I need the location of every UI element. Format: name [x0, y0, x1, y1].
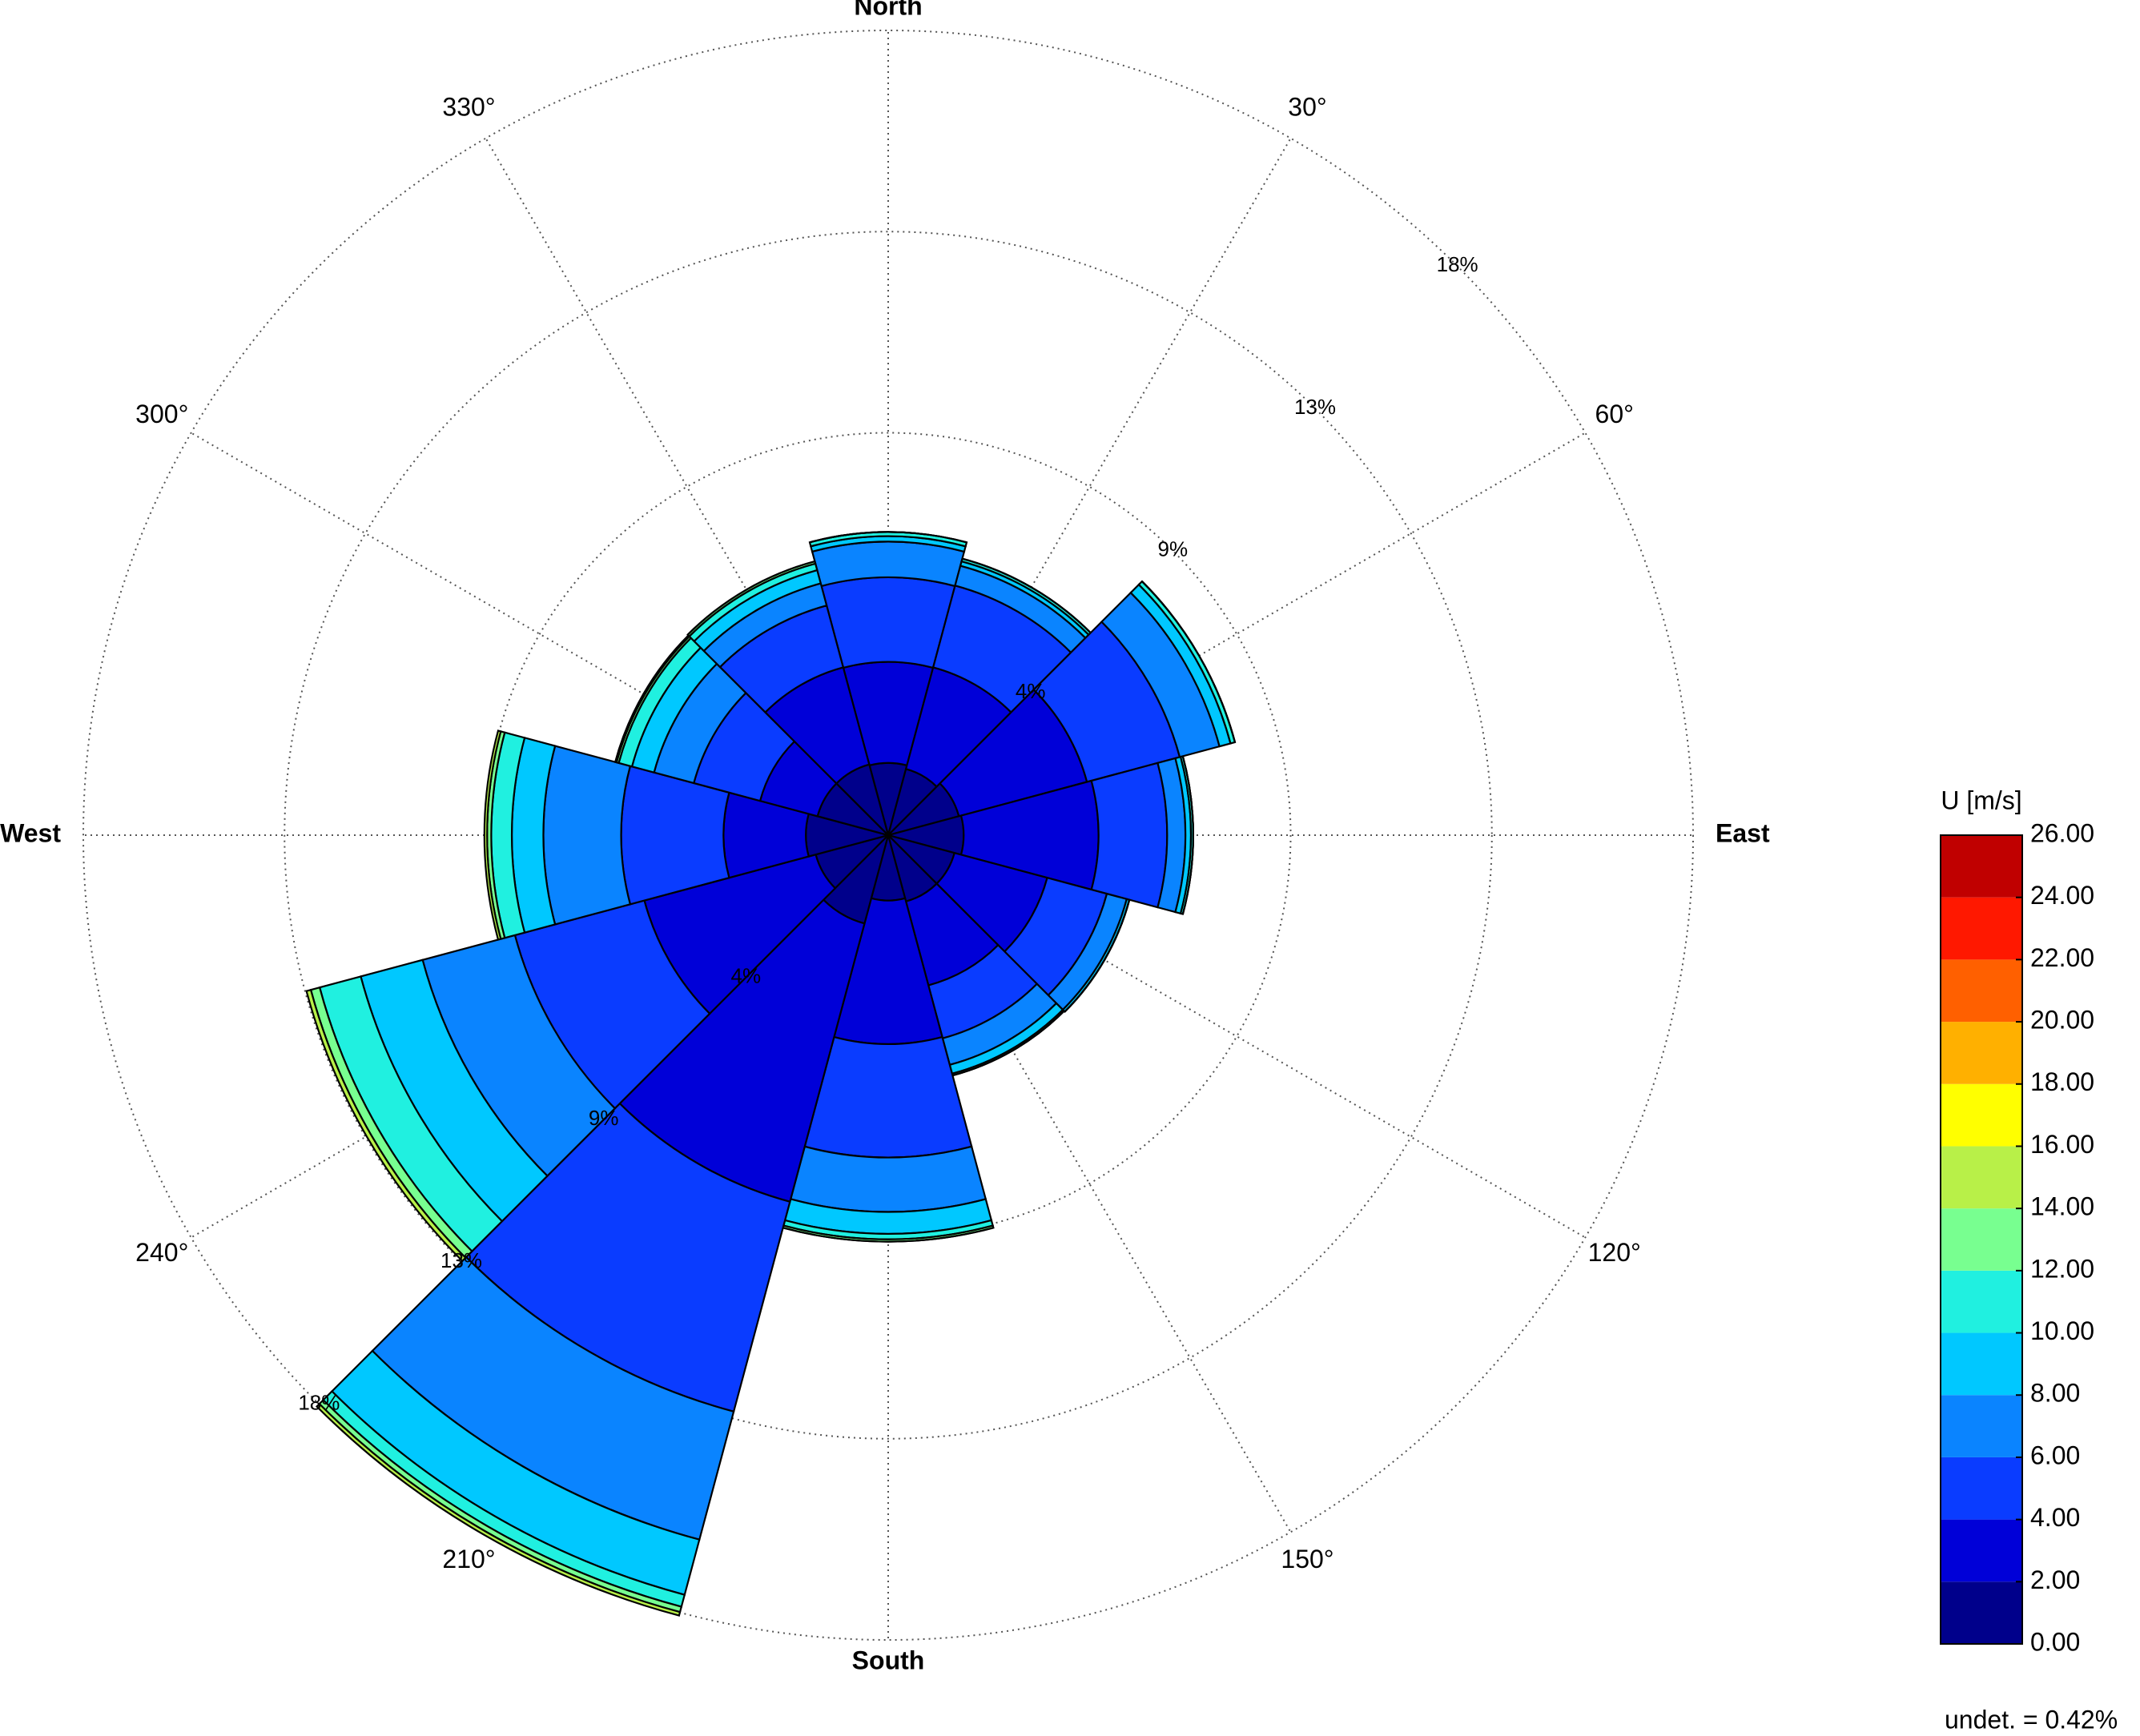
- wedges: [305, 531, 1237, 1617]
- colorbar-bin: [1941, 835, 2022, 898]
- radial-tick-label: 13%: [440, 1248, 482, 1272]
- colorbar-bin: [1941, 1457, 2022, 1520]
- radial-tick-label: 9%: [589, 1106, 619, 1130]
- wedge-segment: [483, 729, 502, 941]
- radial-tick-label: 4%: [1016, 679, 1046, 703]
- radial-tick-label: 18%: [298, 1391, 340, 1415]
- colorbar-bin: [1941, 897, 2022, 960]
- colorbar-bin: [1941, 1519, 2022, 1582]
- colorbar-tick-label: 14.00: [2030, 1192, 2094, 1221]
- colorbar-bin: [1941, 1022, 2022, 1084]
- colorbar-bin: [1941, 1146, 2022, 1209]
- radial-tick-label: 9%: [1158, 537, 1189, 561]
- colorbar-tick-label: 26.00: [2030, 818, 2094, 847]
- grid-ring: [82, 30, 1694, 1641]
- colorbar-bin: [1941, 1208, 2022, 1271]
- colorbar-tick-label: 4.00: [2030, 1503, 2080, 1532]
- colorbar-tick-label: 22.00: [2030, 943, 2094, 972]
- colorbar-bin: [1941, 1395, 2022, 1457]
- wedge-segment: [315, 1402, 682, 1617]
- colorbar-bin: [1941, 1332, 2022, 1396]
- wedge-segment: [1090, 762, 1169, 909]
- colorbar-bin: [1941, 1083, 2022, 1147]
- colorbar-tick-label: 6.00: [2030, 1441, 2080, 1469]
- colorbar-tick-label: 18.00: [2030, 1067, 2094, 1096]
- direction-label: East: [1716, 818, 1770, 847]
- direction-label: 330°: [442, 93, 495, 122]
- colorbar-tick-label: 12.00: [2030, 1254, 2094, 1283]
- colorbar: U [m/s] 0.00 2.00 4.00 6.00 8.00 10.00 12.00 14…: [1940, 786, 2094, 1656]
- grid-ring: [284, 231, 1493, 1440]
- colorbar-bin: [1941, 1270, 2022, 1333]
- colorbar-tick-label: 2.00: [2030, 1565, 2080, 1594]
- colorbar-bin: [1941, 1581, 2022, 1644]
- colorbar-tick-label: 8.00: [2030, 1379, 2080, 1408]
- wedge-segment: [1064, 899, 1131, 1013]
- grid-ring: [485, 432, 1292, 1239]
- wedge-segment: [542, 745, 632, 926]
- colorbar-tick-label: 24.00: [2030, 881, 2094, 910]
- wedge-segment: [820, 576, 956, 669]
- direction-label: North: [854, 0, 922, 20]
- direction-label: 150°: [1281, 1545, 1333, 1573]
- undetermined-note: undet. = 0.42%: [1945, 1705, 2118, 1734]
- colorbar-tick-label: 16.00: [2030, 1130, 2094, 1159]
- colorbar-frame: [1940, 834, 2023, 1645]
- direction-label: 210°: [442, 1545, 495, 1573]
- colorbar-tick-label: 20.00: [2030, 1006, 2094, 1035]
- colorbar-tick-label: 10.00: [2030, 1316, 2094, 1345]
- radial-tick-label: 13%: [1294, 395, 1336, 419]
- wedge-segment: [305, 988, 467, 1263]
- radial-tick-label: 4%: [731, 964, 762, 988]
- direction-label: 300°: [135, 400, 188, 428]
- direction-label: 120°: [1588, 1238, 1641, 1267]
- direction-label: South: [852, 1646, 925, 1674]
- colorbar-title: U [m/s]: [1941, 786, 2021, 814]
- radial-tick-label: 18%: [1437, 252, 1478, 276]
- direction-label: 60°: [1595, 400, 1634, 428]
- direction-label: 30°: [1288, 93, 1326, 122]
- direction-label: West: [0, 818, 61, 847]
- colorbar-bin: [1941, 959, 2022, 1023]
- labels: 4% 4% 9% 9% 13% 13% 18% 18% North 30° 60° East 120° 1…: [0, 0, 1770, 1674]
- colorbar-tick-label: 0.00: [2030, 1627, 2080, 1656]
- direction-label: 240°: [135, 1238, 188, 1267]
